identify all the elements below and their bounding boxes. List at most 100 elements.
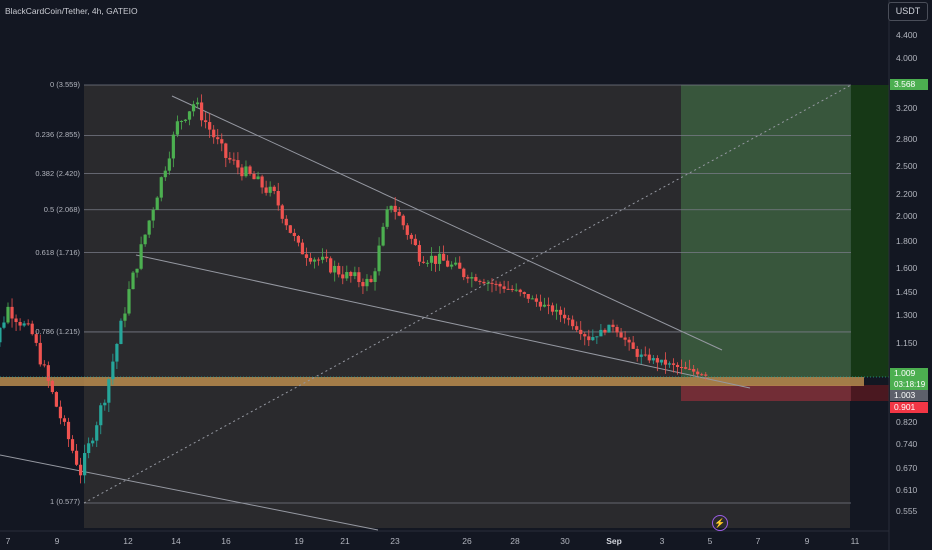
candle-body bbox=[99, 405, 103, 426]
candle-body bbox=[546, 304, 551, 306]
candle-body bbox=[155, 197, 159, 210]
time-tick: 28 bbox=[510, 536, 520, 546]
fib-lines bbox=[84, 84, 851, 504]
candle-body bbox=[183, 119, 188, 121]
candle-body bbox=[571, 319, 575, 327]
candle-body bbox=[554, 309, 559, 312]
candle-body bbox=[34, 334, 38, 343]
candle-body bbox=[700, 374, 704, 376]
time-tick: 23 bbox=[390, 536, 400, 546]
candle-body bbox=[421, 261, 426, 263]
candle-body bbox=[66, 421, 71, 440]
candle-body bbox=[494, 283, 498, 285]
candle-body bbox=[442, 253, 446, 261]
candle-body bbox=[538, 301, 542, 307]
candle-body bbox=[635, 348, 639, 357]
price-tick: 3.200 bbox=[896, 103, 918, 113]
candle-body bbox=[228, 157, 232, 160]
candle-body bbox=[675, 364, 680, 367]
candle-body bbox=[458, 262, 462, 269]
candle-body bbox=[204, 120, 208, 123]
profit-zone-extension bbox=[851, 85, 889, 377]
lower-trendline[interactable] bbox=[135, 254, 751, 389]
time-tick: 16 bbox=[221, 536, 231, 546]
candle-body bbox=[623, 337, 627, 340]
reference-price-tag: 1.003 bbox=[890, 390, 928, 401]
candle-body bbox=[195, 102, 200, 105]
candle-body bbox=[119, 320, 123, 344]
candle-body bbox=[87, 443, 91, 454]
candle-body bbox=[550, 305, 555, 312]
currency-button[interactable]: USDT bbox=[888, 2, 928, 21]
candle-body bbox=[167, 158, 171, 171]
candle-body bbox=[244, 166, 248, 177]
candle-body bbox=[74, 450, 79, 465]
candle-body bbox=[454, 262, 458, 265]
price-tick: 1.300 bbox=[896, 310, 918, 320]
candle-body bbox=[567, 318, 571, 320]
profit-zone[interactable] bbox=[681, 85, 851, 377]
candle-body bbox=[224, 143, 228, 158]
outer-trendline[interactable] bbox=[0, 454, 379, 531]
price-tick: 1.600 bbox=[896, 263, 918, 273]
candle-body bbox=[655, 358, 659, 363]
candle-body bbox=[341, 274, 345, 279]
candle-body bbox=[518, 289, 522, 293]
candle-body bbox=[627, 339, 631, 343]
candle-body bbox=[671, 363, 676, 365]
lightning-icon[interactable]: ⚡ bbox=[712, 515, 728, 531]
candle-body bbox=[252, 173, 256, 180]
candle-body bbox=[308, 257, 313, 262]
candle-body bbox=[603, 329, 607, 333]
candle-body bbox=[345, 272, 349, 279]
candle-body bbox=[591, 337, 595, 341]
candle-body bbox=[490, 282, 494, 284]
candle-body bbox=[260, 176, 264, 188]
candle-body bbox=[510, 288, 514, 291]
candle-body bbox=[530, 298, 534, 300]
candle-body bbox=[337, 265, 341, 275]
candle-body bbox=[83, 453, 87, 476]
candle-body bbox=[163, 170, 167, 178]
candle-body bbox=[365, 278, 369, 287]
price-tick: 0.670 bbox=[896, 463, 918, 473]
fib-label: 0.786 (1.215) bbox=[35, 327, 80, 336]
fib-label: 1 (0.577) bbox=[49, 497, 80, 506]
loss-zone[interactable] bbox=[681, 385, 851, 401]
price-tick: 4.000 bbox=[896, 53, 918, 63]
candle-body bbox=[619, 332, 623, 338]
candle-body bbox=[397, 211, 401, 216]
price-tick: 2.500 bbox=[896, 161, 918, 171]
candle-body bbox=[514, 289, 518, 291]
candle-body bbox=[369, 278, 373, 282]
candle-body bbox=[38, 342, 42, 365]
candle-body bbox=[272, 186, 276, 192]
loss-zone-extension bbox=[851, 385, 889, 401]
candle-body bbox=[103, 402, 107, 406]
fib-label: 0.382 (2.420) bbox=[35, 169, 80, 178]
candle-body bbox=[502, 286, 506, 289]
dotted-projection-line[interactable] bbox=[83, 84, 852, 504]
candle-body bbox=[276, 191, 280, 206]
candle-body bbox=[175, 121, 179, 135]
candle-body bbox=[639, 354, 643, 357]
candle-body bbox=[232, 159, 236, 161]
candle-body bbox=[236, 160, 240, 168]
upper-trendline[interactable] bbox=[171, 95, 723, 351]
candle-body bbox=[208, 122, 212, 130]
candle-body bbox=[42, 364, 46, 366]
candle-body bbox=[506, 288, 510, 290]
price-tick: 0.610 bbox=[896, 485, 918, 495]
fib-label: 0 (3.559) bbox=[49, 80, 80, 89]
candle-body bbox=[470, 277, 474, 279]
candle-body bbox=[684, 367, 688, 369]
candle-body bbox=[268, 186, 272, 193]
candle-body bbox=[558, 309, 563, 315]
candle-body bbox=[607, 324, 611, 333]
candle-body bbox=[22, 323, 26, 326]
time-tick: 11 bbox=[850, 536, 860, 546]
time-tick: 19 bbox=[294, 536, 304, 546]
time-tick: 9 bbox=[804, 536, 810, 546]
candle-body bbox=[292, 232, 296, 237]
